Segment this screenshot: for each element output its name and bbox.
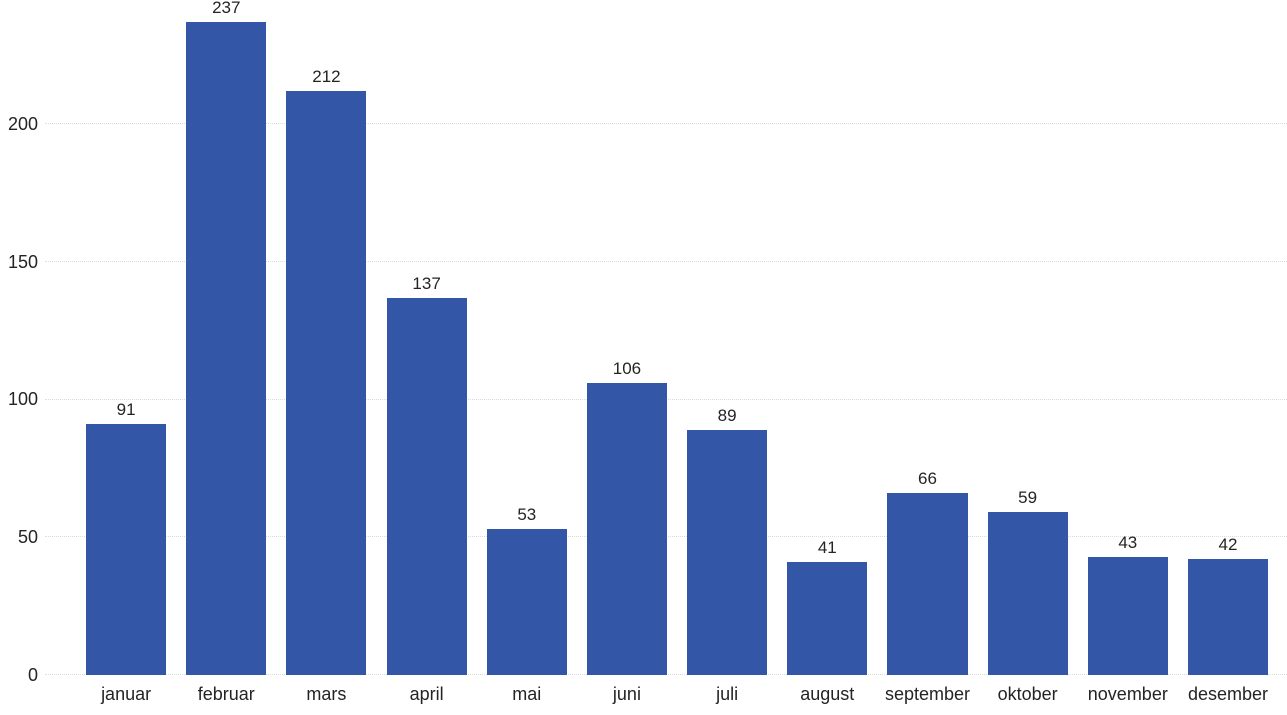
x-tick-label: november: [1087, 684, 1168, 704]
bar-januar[interactable]: [86, 424, 167, 675]
x-tick-label: juni: [612, 684, 641, 704]
bar-slot-mars: 212: [276, 0, 376, 675]
bar-value-label: 91: [116, 400, 136, 420]
bar-juli[interactable]: [687, 429, 768, 675]
bar-slot-februar: 237: [176, 0, 276, 675]
bar-mai[interactable]: [486, 528, 567, 675]
bar-slot-september: 66: [877, 0, 977, 675]
bar-value-label: 137: [412, 273, 441, 293]
bar-slot-juni: 106: [577, 0, 677, 675]
bar-value-label: 42: [1218, 535, 1238, 555]
bar-value-label: 43: [1118, 532, 1138, 552]
bar-value-label: 59: [1018, 488, 1038, 508]
bar-slot-januar: 91: [76, 0, 176, 675]
bar-value-label: 89: [717, 405, 737, 425]
bar-april[interactable]: [386, 297, 467, 675]
x-axis: januar februar mars april mai juni juli august s…: [76, 675, 1278, 715]
gridline: [45, 122, 1287, 124]
gridline: [45, 260, 1287, 262]
plot-area: 91 237 212 137 53 106 89 41 66 59 43 42: [45, 0, 1287, 675]
x-tick-label: mai: [512, 684, 542, 704]
bar-slot-april: 137: [377, 0, 477, 675]
bar-desember[interactable]: [1187, 559, 1269, 675]
x-tick-label: mars: [306, 684, 347, 704]
y-tick-label: 200: [7, 113, 38, 134]
bar-value-label: 212: [312, 66, 341, 86]
y-tick-label: 150: [7, 251, 38, 272]
bar-slot-november: 43: [1078, 0, 1178, 675]
bars-container: 91 237 212 137 53 106 89 41 66 59 43 42: [76, 0, 1278, 675]
bar-value-label: 237: [212, 0, 241, 18]
bar-value-label: 106: [612, 358, 642, 378]
bar-oktober[interactable]: [987, 512, 1068, 675]
x-tick-label: april: [409, 684, 444, 704]
y-axis: 0 50 100 150 200: [0, 0, 38, 685]
bar-value-label: 66: [918, 469, 937, 489]
bar-slot-mai: 53: [477, 0, 577, 675]
bar-value-label: 53: [517, 504, 537, 524]
bar-slot-oktober: 59: [978, 0, 1078, 675]
bar-august[interactable]: [787, 562, 868, 675]
bar-slot-juli: 89: [677, 0, 777, 675]
x-tick-label: desember: [1187, 684, 1268, 704]
y-tick-label: 0: [27, 665, 38, 685]
bar-september[interactable]: [887, 493, 968, 675]
x-tick-label: august: [800, 684, 855, 704]
bar-value-label: 41: [817, 538, 837, 558]
bar-februar[interactable]: [186, 22, 267, 675]
bar-november[interactable]: [1087, 556, 1168, 675]
x-tick-label: oktober: [997, 684, 1058, 704]
y-tick-label: 50: [17, 527, 38, 548]
x-tick-label: juli: [716, 684, 739, 704]
bar-slot-desember: 42: [1178, 0, 1278, 675]
y-tick-label: 100: [7, 389, 38, 410]
bar-mars[interactable]: [286, 90, 367, 675]
bar-juni[interactable]: [586, 382, 667, 675]
x-tick-label: september: [884, 684, 970, 704]
x-tick-label: januar: [101, 684, 152, 704]
x-tick-label: februar: [197, 684, 255, 704]
bar-slot-august: 41: [777, 0, 877, 675]
